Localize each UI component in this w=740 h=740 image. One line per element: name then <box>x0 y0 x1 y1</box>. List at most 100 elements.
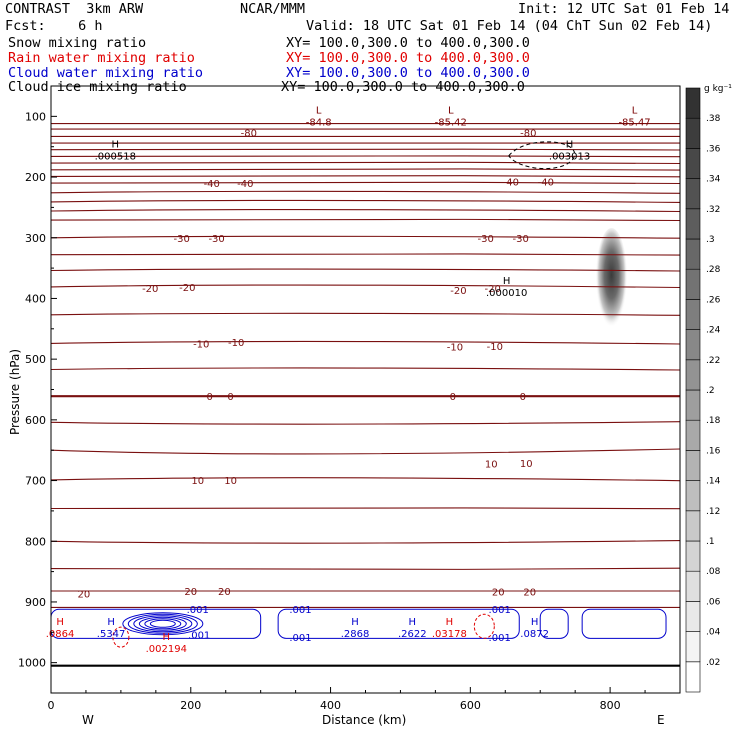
cloud-water-label-5: .001 <box>489 633 511 644</box>
isotherm-label-1: -80 <box>520 129 536 140</box>
isotherm-label-12: -20 <box>450 286 466 297</box>
isotherm-line-13 <box>50 218 681 222</box>
snow-contour <box>508 141 576 170</box>
cloud-ice-maximum <box>595 227 628 333</box>
extremum-marker-11: H <box>446 617 454 628</box>
x-tick-label-3: 600 <box>460 699 481 712</box>
isotherm-line-17 <box>50 284 681 289</box>
extremum-marker-6: H <box>56 617 64 628</box>
cloud-water-core-4 <box>144 618 182 630</box>
isotherm-label-27: 20 <box>184 587 197 598</box>
colorbar-bin-8 <box>685 419 701 451</box>
isotherm-label-25: 10 <box>520 459 533 470</box>
y-tick-label-4: 500 <box>25 353 46 366</box>
isotherm-line-27 <box>50 567 681 571</box>
colorbar-bin-19 <box>685 87 701 119</box>
isotherm-label-6: -30 <box>174 234 190 245</box>
colorbar-bin-10 <box>685 359 701 391</box>
isotherm-label-15: -10 <box>228 338 244 349</box>
init-time: Init: 12 UTC Sat 01 Feb 14 <box>518 1 730 17</box>
colorbar-bin-6 <box>685 480 701 512</box>
cloud-water-label-4: .001 <box>489 605 511 616</box>
isotherm-line-14 <box>50 235 681 239</box>
colorbar-label-11: .24 <box>706 326 721 336</box>
extremum-value-8: .002194 <box>146 644 187 655</box>
colorbar-label-13: .28 <box>706 265 721 275</box>
isotherm-label-8: -30 <box>478 234 494 245</box>
isotherm-label-13: -20 <box>485 284 501 295</box>
isotherm-label-18: 0 <box>206 392 212 403</box>
extremum-marker-9: H <box>351 617 359 628</box>
isotherm-label-21: 0 <box>520 392 526 403</box>
cloud-water-contour-2 <box>539 608 569 639</box>
y-axis-title: Pressure (hPa) <box>8 348 22 436</box>
extremum-value-1: -85.42 <box>435 117 467 128</box>
cloud-water-contour-0 <box>50 608 262 639</box>
colorbar-bin-1 <box>685 631 701 663</box>
field-cloudice-xy: XY= 100.0,300.0 to 400.0,300.0 <box>281 79 525 95</box>
colorbar-bin-12 <box>685 299 701 330</box>
x-tick-label-4: 800 <box>600 699 621 712</box>
x-axis-west: W <box>82 713 94 727</box>
isotherm-line-18 <box>50 312 681 316</box>
isotherm-label-19: 0 <box>227 392 233 403</box>
isotherm-line-10 <box>50 190 681 194</box>
colorbar-label-9: .2 <box>706 386 715 396</box>
colorbar-bin-4 <box>685 540 701 572</box>
colorbar-label-17: .36 <box>706 144 721 154</box>
colorbar-bin-18 <box>685 117 701 149</box>
isotherm-line-8 <box>50 174 681 178</box>
isotherm-line-6 <box>50 161 681 165</box>
isotherm-label-7: -30 <box>208 234 224 245</box>
isotherm-line-9 <box>50 181 681 185</box>
extremum-value-0: -84.8 <box>306 117 332 128</box>
extremum-marker-8: H <box>163 632 171 643</box>
org-label: NCAR/MMM <box>240 1 306 17</box>
colorbar-label-6: .14 <box>706 477 721 487</box>
colorbar-bin-0 <box>685 661 701 693</box>
colorbar-bin-11 <box>685 329 701 361</box>
isotherm-label-23: 10 <box>224 476 237 487</box>
extremum-marker-10: H <box>409 617 417 628</box>
colorbar-label-0: .02 <box>706 658 720 668</box>
isotherm-line-24 <box>50 477 681 482</box>
cloud-water-core-0 <box>122 612 204 636</box>
extremum-marker-7: H <box>107 617 115 628</box>
extremum-value-9: .2868 <box>341 629 370 640</box>
colorbar-label-12: .26 <box>706 295 721 305</box>
extremum-marker-0: L <box>316 105 322 116</box>
isotherm-line-26 <box>50 540 681 544</box>
isotherm-label-26: 20 <box>77 589 90 600</box>
x-tick-label-2: 400 <box>320 699 341 712</box>
colorbar-label-2: .06 <box>706 597 721 607</box>
isotherm-line-7 <box>50 168 681 171</box>
rain-contour-1 <box>473 613 495 639</box>
extremum-marker-2: L <box>632 105 638 116</box>
extremum-value-10: .2622 <box>398 629 427 640</box>
extremum-marker-3: H <box>112 139 120 150</box>
colorbar-label-4: .1 <box>706 537 715 547</box>
cloud-water-label-2: .001 <box>289 605 311 616</box>
rain-contour-0 <box>112 626 130 648</box>
cloud-water-core-5 <box>149 619 176 628</box>
extremum-value-2: -85.47 <box>618 117 650 128</box>
isotherm-label-3: -40 <box>237 179 253 190</box>
isotherm-label-30: 20 <box>523 588 536 599</box>
plot-frame <box>50 85 681 694</box>
colorbar-bin-2 <box>685 601 701 632</box>
colorbar-bin-17 <box>685 148 701 179</box>
isotherm-label-22: 10 <box>191 476 204 487</box>
colorbar-bin-15 <box>685 208 701 240</box>
x-axis-title: Distance (km) <box>322 713 407 727</box>
colorbar-label-18: .38 <box>706 114 721 124</box>
colorbar-bin-5 <box>685 510 701 542</box>
cloud-water-core-3 <box>138 616 187 631</box>
y-tick-label-6: 700 <box>25 475 46 488</box>
colorbar-label-1: .04 <box>706 628 721 638</box>
isotherm-label-24: 10 <box>485 460 498 471</box>
colorbar-bin-16 <box>685 178 701 210</box>
isotherm-label-29: 20 <box>492 588 505 599</box>
cloud-water-label-0: .001 <box>187 605 209 616</box>
colorbar-label-16: .34 <box>706 175 721 185</box>
